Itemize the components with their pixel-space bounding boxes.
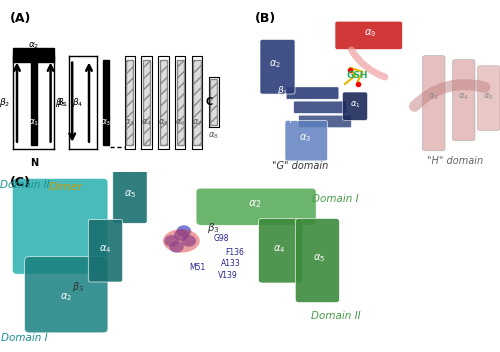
FancyArrowPatch shape (414, 84, 485, 106)
Text: $\alpha_4$: $\alpha_4$ (458, 91, 469, 102)
Text: $\alpha_5$: $\alpha_5$ (158, 117, 169, 128)
Text: (B): (B) (255, 12, 276, 25)
FancyBboxPatch shape (196, 188, 316, 225)
Ellipse shape (169, 241, 184, 253)
FancyBboxPatch shape (88, 219, 122, 282)
Text: GSH: GSH (347, 71, 368, 80)
FancyBboxPatch shape (12, 178, 108, 274)
Text: V139: V139 (218, 271, 238, 280)
Text: $\alpha_9$: $\alpha_9$ (364, 27, 376, 39)
Text: Domain I: Domain I (2, 333, 48, 342)
Bar (176, 60, 184, 145)
FancyArrowPatch shape (352, 50, 385, 77)
Text: $\alpha_6$: $\alpha_6$ (175, 117, 186, 128)
Text: $\beta_3$: $\beta_3$ (55, 96, 66, 109)
Text: $\alpha_4$: $\alpha_4$ (273, 243, 285, 254)
FancyBboxPatch shape (478, 66, 500, 131)
Text: F136: F136 (226, 247, 244, 257)
FancyBboxPatch shape (296, 219, 340, 302)
Bar (210, 79, 218, 125)
Text: $\alpha_7$: $\alpha_7$ (192, 117, 202, 128)
FancyBboxPatch shape (452, 59, 475, 140)
Text: (C): (C) (10, 176, 31, 189)
Ellipse shape (163, 229, 200, 253)
Bar (143, 60, 150, 145)
Text: G98: G98 (213, 234, 229, 243)
Ellipse shape (164, 235, 179, 247)
FancyBboxPatch shape (286, 87, 339, 99)
Ellipse shape (174, 229, 189, 241)
Text: $\alpha_2$: $\alpha_2$ (60, 291, 72, 303)
Text: $\alpha_3$: $\alpha_3$ (428, 91, 439, 102)
Text: $\alpha_1$: $\alpha_1$ (350, 99, 360, 110)
Text: Domain II: Domain II (0, 180, 50, 190)
Text: $\beta_1$: $\beta_1$ (277, 84, 288, 97)
FancyBboxPatch shape (258, 219, 302, 283)
Text: $\beta_4$: $\beta_4$ (290, 112, 300, 125)
FancyBboxPatch shape (260, 39, 295, 94)
Text: Dimer: Dimer (49, 182, 84, 192)
Text: $\alpha_5$: $\alpha_5$ (124, 188, 136, 200)
Text: $\alpha_3$: $\alpha_3$ (100, 117, 112, 128)
Bar (103, 60, 109, 145)
Bar (31, 60, 37, 145)
Text: $\beta_4$: $\beta_4$ (72, 96, 83, 109)
FancyBboxPatch shape (285, 120, 328, 161)
FancyBboxPatch shape (299, 115, 351, 127)
Text: "G" domain: "G" domain (272, 161, 328, 171)
Text: M51: M51 (189, 263, 205, 272)
FancyBboxPatch shape (342, 92, 367, 120)
Text: $\alpha_4$: $\alpha_4$ (100, 243, 112, 254)
FancyBboxPatch shape (422, 56, 445, 151)
Text: Domain I: Domain I (312, 194, 359, 204)
Text: $\beta_3$: $\beta_3$ (207, 221, 220, 235)
Text: $\alpha_5$: $\alpha_5$ (484, 91, 494, 102)
Text: $\alpha_2$: $\alpha_2$ (269, 58, 281, 70)
Text: Domain II: Domain II (311, 311, 360, 321)
Ellipse shape (176, 225, 191, 237)
Text: A133: A133 (220, 259, 240, 268)
FancyBboxPatch shape (335, 21, 402, 50)
Text: $\alpha_2$: $\alpha_2$ (248, 198, 262, 209)
Ellipse shape (182, 235, 196, 247)
FancyBboxPatch shape (24, 257, 108, 333)
Text: $\beta_3$: $\beta_3$ (72, 280, 85, 294)
Text: (A): (A) (10, 12, 31, 25)
Text: $\beta_1$: $\beta_1$ (58, 96, 68, 109)
Text: $\beta_3$: $\beta_3$ (284, 98, 296, 111)
Text: $\alpha_3$: $\alpha_3$ (299, 133, 311, 144)
Text: $\alpha_3$: $\alpha_3$ (124, 117, 135, 128)
Text: $\alpha_5$: $\alpha_5$ (312, 252, 324, 264)
Bar (14, 48, 54, 62)
Text: "H" domain: "H" domain (427, 156, 483, 166)
Text: $\alpha_2$: $\alpha_2$ (28, 40, 40, 51)
FancyBboxPatch shape (113, 170, 147, 223)
Text: C: C (206, 97, 212, 107)
Bar (194, 60, 200, 145)
Text: $\alpha_8$: $\alpha_8$ (208, 130, 219, 141)
FancyBboxPatch shape (294, 101, 346, 113)
Bar (160, 60, 167, 145)
Text: $\alpha_4$: $\alpha_4$ (141, 117, 152, 128)
Text: $\beta_2$: $\beta_2$ (0, 96, 10, 109)
Text: $\alpha_1$: $\alpha_1$ (28, 117, 40, 128)
Text: N: N (30, 158, 38, 168)
Bar (126, 60, 134, 145)
